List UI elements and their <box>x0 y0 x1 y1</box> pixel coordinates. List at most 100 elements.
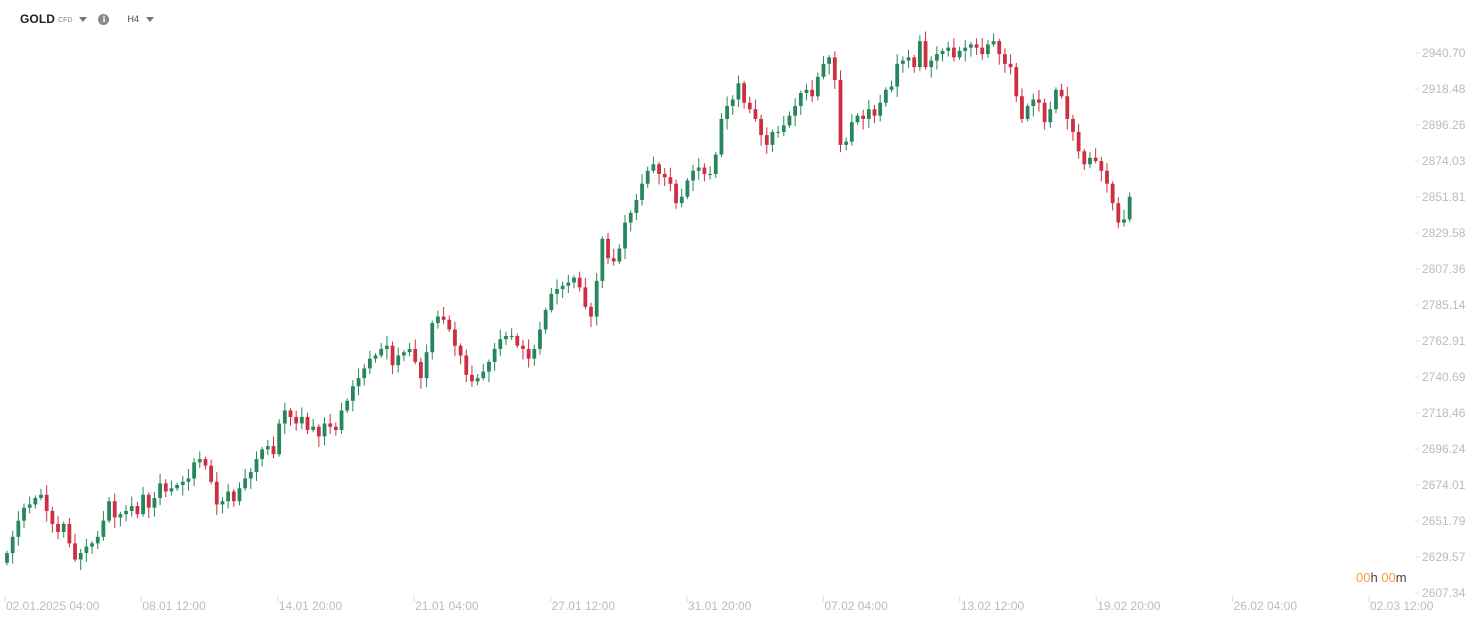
candle-body <box>152 497 157 508</box>
y-tick-label: 2651.79 <box>1422 514 1466 528</box>
candle-body <box>662 174 667 178</box>
candle-body <box>1031 99 1036 106</box>
candle-body <box>736 83 741 100</box>
candle-body <box>560 285 565 290</box>
candle-body <box>339 410 344 430</box>
candle-body <box>764 135 769 145</box>
candle-body <box>770 131 775 145</box>
candle-body <box>532 348 537 359</box>
candle-body <box>214 481 219 505</box>
candle-body <box>407 348 412 353</box>
candle-body <box>555 289 559 294</box>
candle-body <box>634 199 639 213</box>
chart-toolbar: GOLD CFD i H4 <box>20 10 154 28</box>
candle-body <box>798 93 803 106</box>
candle-body <box>299 416 304 424</box>
candle-body <box>543 310 548 330</box>
candle-body <box>679 196 684 204</box>
candle-body <box>549 293 554 311</box>
candle-body <box>730 99 735 106</box>
candle-body <box>1071 118 1075 132</box>
candle-body <box>350 386 355 401</box>
candle-body <box>101 520 106 537</box>
candle-body <box>611 258 616 262</box>
candle-body <box>1003 54 1007 64</box>
candle-body <box>713 154 718 175</box>
candle-body <box>475 378 480 382</box>
candle-body <box>226 491 231 502</box>
y-tick-label: 2940.70 <box>1422 46 1466 60</box>
x-tick-label: 02.01.2025 04:00 <box>6 599 100 613</box>
candle-body <box>685 180 690 197</box>
symbol-name[interactable]: GOLD <box>20 12 56 26</box>
candle-body <box>753 109 758 119</box>
candle-body <box>929 60 934 68</box>
candle-body <box>163 483 168 492</box>
candle-body <box>124 510 128 515</box>
y-tick-label: 2607.34 <box>1422 586 1466 600</box>
countdown-h-unit: h <box>1370 570 1378 585</box>
candle-body <box>980 47 985 55</box>
candle-body <box>708 174 712 176</box>
candle-body <box>61 523 66 532</box>
candle-body <box>277 423 282 455</box>
candle-body <box>623 222 627 249</box>
candle-body <box>294 416 299 424</box>
candle-body <box>373 355 378 359</box>
candle-body <box>441 316 446 320</box>
candle-body <box>889 86 894 90</box>
candle-body <box>56 523 60 532</box>
candle-body <box>821 63 826 77</box>
candle-body <box>192 462 197 479</box>
candle-body <box>231 491 236 502</box>
candle-body <box>923 41 928 68</box>
candle-body <box>1048 109 1053 123</box>
candle-body <box>855 115 860 123</box>
candle-body <box>39 494 43 498</box>
candle-body <box>804 89 809 94</box>
info-icon[interactable]: i <box>98 13 110 25</box>
y-tick-label: 2674.01 <box>1422 478 1466 492</box>
candle-body <box>396 355 401 366</box>
y-tick-label: 2829.58 <box>1422 226 1466 240</box>
candle-body <box>305 416 310 430</box>
candle-body <box>209 465 214 482</box>
candle-body <box>1020 96 1024 119</box>
timeframe-label[interactable]: H4 <box>127 14 139 24</box>
candle-body <box>118 514 123 518</box>
x-tick-label: 31.01 20:00 <box>688 599 752 613</box>
countdown-m-unit: m <box>1395 570 1407 585</box>
candle-body <box>759 118 764 136</box>
y-tick-label: 2718.46 <box>1422 406 1466 420</box>
chevron-down-icon[interactable] <box>79 16 88 22</box>
chevron-down-icon[interactable] <box>145 16 154 22</box>
candle-body <box>220 501 225 505</box>
candle-body <box>78 553 83 560</box>
candle-body <box>934 54 939 61</box>
candle-body <box>260 449 265 460</box>
candle-body <box>158 483 162 498</box>
y-tick-label: 2896.26 <box>1422 118 1466 132</box>
candle-body <box>651 164 656 171</box>
candle-body <box>498 339 503 349</box>
candle-body <box>288 410 293 417</box>
candle-body <box>572 277 576 283</box>
candle-body <box>815 76 820 97</box>
candle-body <box>526 348 531 359</box>
candle-body <box>447 319 452 330</box>
candle-body <box>504 335 508 340</box>
candle-body <box>951 47 956 58</box>
candle-body <box>832 57 837 81</box>
candle-body <box>436 316 440 324</box>
candle-body <box>1076 131 1081 152</box>
candle-body <box>1116 203 1121 223</box>
candle-body <box>333 426 338 430</box>
x-tick-label: 19.02 20:00 <box>1097 599 1161 613</box>
x-tick-label: 13.02 12:00 <box>961 599 1025 613</box>
candle-body <box>589 306 593 317</box>
candle-body <box>470 374 474 382</box>
candle-body <box>940 50 945 55</box>
candle-body <box>129 506 134 511</box>
candle-body <box>991 41 996 45</box>
